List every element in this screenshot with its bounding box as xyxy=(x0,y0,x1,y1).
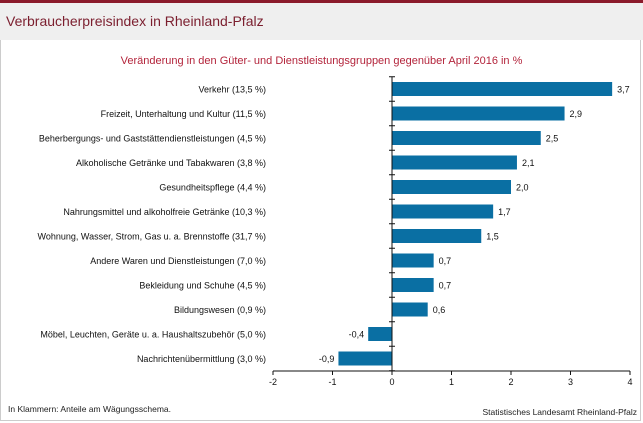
category-label: Verkehr (13,5 %) xyxy=(198,85,266,95)
top-accent-bar xyxy=(0,0,643,3)
axis-group: -2 -1 0 1 2 3 4 xyxy=(269,76,633,387)
data-label: 0,6 xyxy=(433,305,446,315)
category-label: Bildungswesen (0,9 %) xyxy=(174,305,266,315)
category-label: Gesundheitspflege (4,4 %) xyxy=(159,183,266,193)
x-tick-label: 0 xyxy=(389,377,394,387)
footnote: In Klammern: Anteile am Wägungsschema. xyxy=(8,404,171,414)
category-label: Bekleidung und Schuhe (4,5 %) xyxy=(139,281,266,291)
category-label: Nahrungsmittel und alkoholfreie Getränke… xyxy=(63,207,266,217)
data-label: 1,5 xyxy=(486,232,499,242)
bar xyxy=(392,82,613,96)
bar xyxy=(392,229,482,243)
data-label: 0,7 xyxy=(439,281,452,291)
category-label: Möbel, Leuchten, Geräte u. a. Haushaltsz… xyxy=(40,330,266,340)
bar xyxy=(392,204,494,219)
category-label: Nachrichtenübermittlung (3,0 %) xyxy=(137,354,266,364)
bar xyxy=(392,180,511,194)
chart-title: Veränderung in den Güter- und Dienstleis… xyxy=(120,55,523,67)
bar xyxy=(392,253,434,268)
category-label: Alkoholische Getränke und Tabakwaren (3,… xyxy=(76,158,266,168)
bar xyxy=(392,106,565,121)
x-tick-label: 1 xyxy=(449,377,454,387)
header-band: Verbraucherpreisindex in Rheinland-Pfalz xyxy=(0,3,643,40)
x-tick-label: 3 xyxy=(568,377,573,387)
x-tick-label: 2 xyxy=(508,377,513,387)
source-note: Statistisches Landesamt Rheinland-Pfalz xyxy=(482,407,638,417)
category-label: Freizeit, Unterhaltung und Kultur (11,5 … xyxy=(101,109,266,119)
bar xyxy=(392,278,434,292)
bar xyxy=(392,131,541,145)
x-tick-label: -2 xyxy=(269,377,277,387)
data-label: 2,9 xyxy=(570,109,583,119)
data-label: 1,7 xyxy=(498,207,511,217)
data-label: -0,9 xyxy=(319,354,335,364)
bars-group: Verkehr (13,5 %) 3,7 Freizeit, Unterhaltun… xyxy=(38,82,630,366)
page-title: Verbraucherpreisindex in Rheinland-Pfalz xyxy=(6,13,264,29)
bar xyxy=(368,327,392,341)
data-label: 0,7 xyxy=(439,256,452,266)
data-label: 2,1 xyxy=(522,158,535,168)
data-label: 2,5 xyxy=(546,134,559,144)
data-label: 2,0 xyxy=(516,183,529,193)
category-label: Beherbergungs- und Gaststättendienstleis… xyxy=(39,134,266,144)
bar xyxy=(338,351,392,366)
chart-frame xyxy=(0,40,641,421)
category-label: Andere Waren und Dienstleistungen (7,0 %… xyxy=(90,256,266,266)
data-label: 3,7 xyxy=(617,85,630,95)
data-label: -0,4 xyxy=(349,330,365,340)
category-label: Wohnung, Wasser, Strom, Gas u. a. Brenns… xyxy=(38,232,266,242)
x-tick-label: -1 xyxy=(328,377,336,387)
bar xyxy=(392,155,517,170)
x-tick-label: 4 xyxy=(627,377,632,387)
bar xyxy=(392,302,428,317)
